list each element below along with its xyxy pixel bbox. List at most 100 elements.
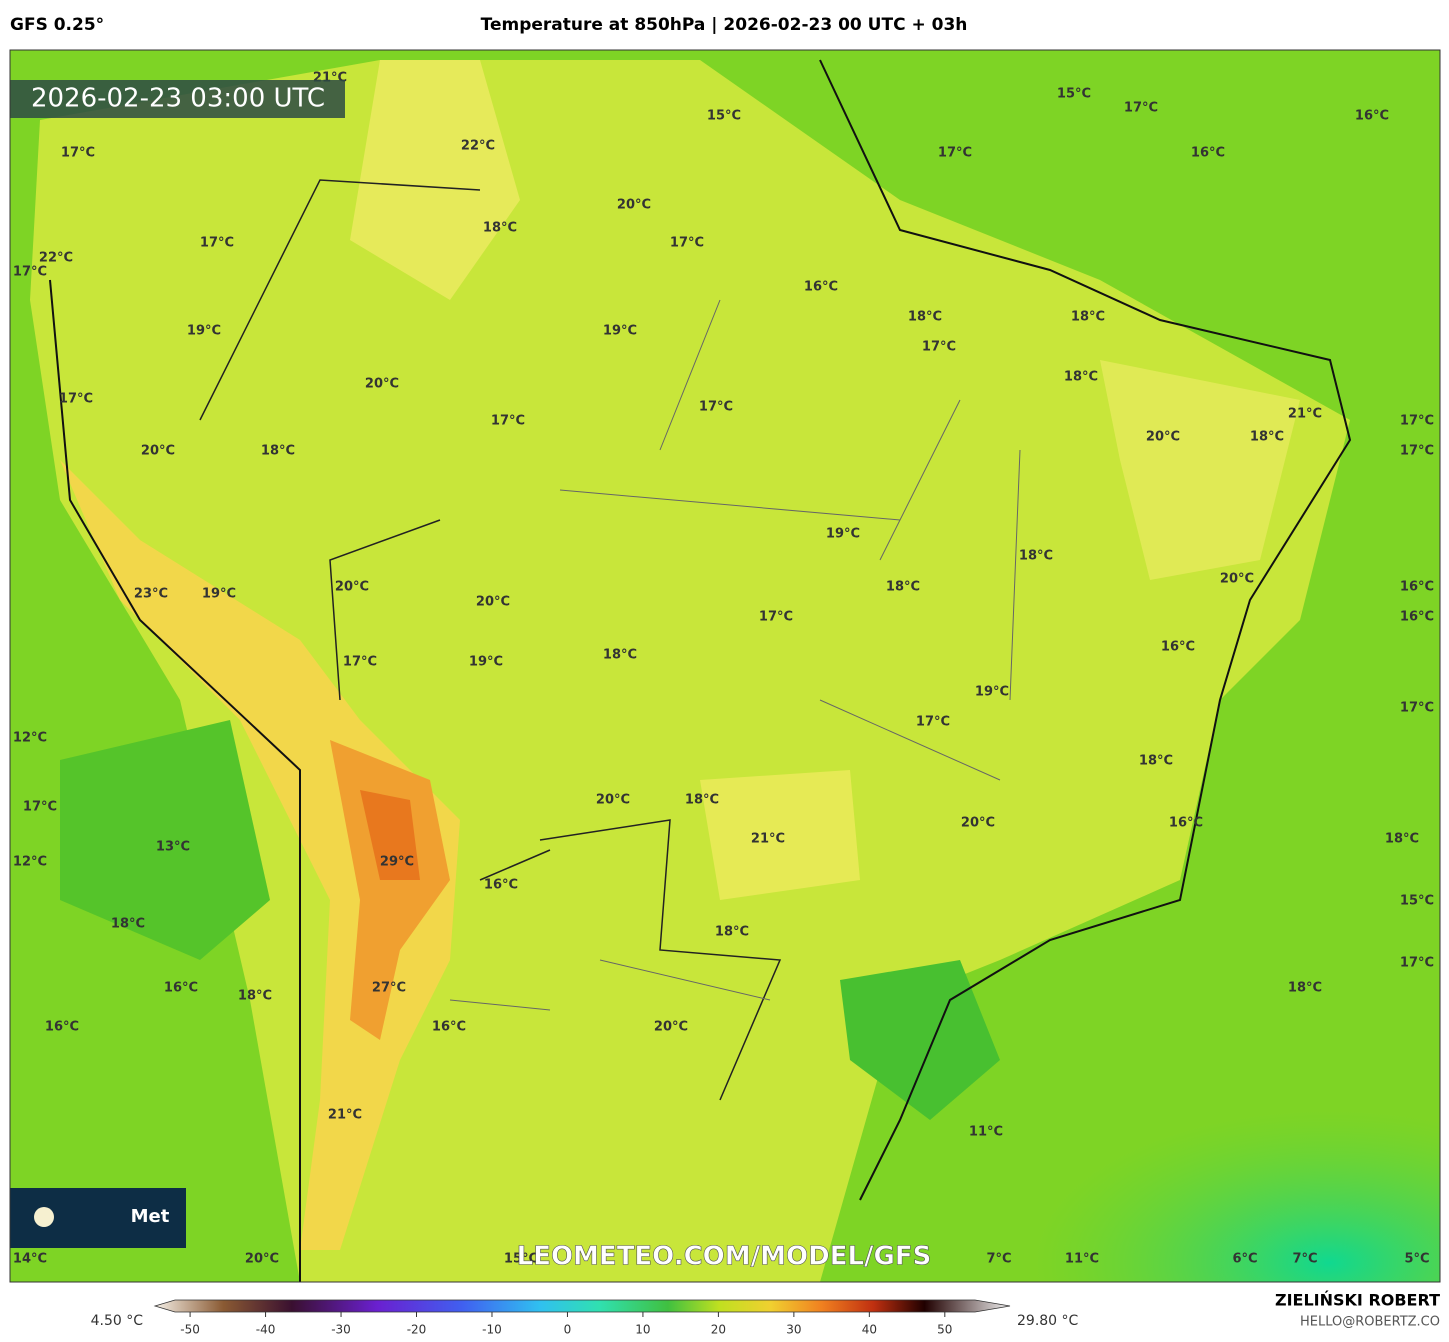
temperature-label: 7°C: [986, 1252, 1011, 1267]
temperature-label: 17°C: [343, 655, 377, 670]
temperature-label: 18°C: [483, 221, 517, 236]
temperature-label: 18°C: [1019, 549, 1053, 564]
colorbar-tick-label: -50: [180, 1323, 200, 1337]
temperature-label: 19°C: [187, 324, 221, 339]
temperature-label: 22°C: [461, 139, 495, 154]
temperature-label: 18°C: [261, 444, 295, 459]
temperature-label: 18°C: [111, 917, 145, 932]
logo-text: Met: [131, 1206, 170, 1227]
temperature-label: 15°C: [1400, 894, 1434, 909]
author: ZIELIŃSKI ROBERT: [1275, 1291, 1440, 1310]
temperature-label: 18°C: [1385, 832, 1419, 847]
temperature-label: 5°C: [1404, 1252, 1429, 1267]
temperature-label: 12°C: [13, 855, 47, 870]
temperature-label: 17°C: [1400, 444, 1434, 459]
temperature-label: 18°C: [1288, 981, 1322, 996]
colorbar-tick-label: 50: [937, 1323, 952, 1337]
watermark: LEOMETEO.COM/MODEL/GFS: [517, 1242, 932, 1272]
colorbar-tick-label: 10: [635, 1323, 650, 1337]
colorbar-tick-label: 40: [862, 1323, 877, 1337]
temperature-label: 17°C: [670, 236, 704, 251]
map: 21°C 22°C 15°C 15°C 17°C 16°C 17°C 17°C 16°C 20°C…: [10, 50, 1440, 1282]
temperature-label: 20°C: [1146, 430, 1180, 445]
colorbar-tick-label: -20: [407, 1323, 427, 1337]
temperature-label: 29°C: [380, 855, 414, 870]
temperature-label: 21°C: [1288, 407, 1322, 422]
temperature-label: 12°C: [13, 731, 47, 746]
temperature-label: 7°C: [1292, 1252, 1317, 1267]
temperature-label: 18°C: [908, 310, 942, 325]
temperature-label: 6°C: [1232, 1252, 1257, 1267]
temperature-label: 23°C: [134, 587, 168, 602]
colorbar-tick-label: 30: [786, 1323, 801, 1337]
temperature-label: 20°C: [245, 1252, 279, 1267]
temperature-label: 16°C: [1400, 580, 1434, 595]
temperature-label: 27°C: [372, 981, 406, 996]
temperature-label: 17°C: [59, 392, 93, 407]
temperature-label: 20°C: [961, 816, 995, 831]
temperature-label: 18°C: [603, 648, 637, 663]
temperature-label: 20°C: [476, 595, 510, 610]
temperature-label: 16°C: [1191, 146, 1225, 161]
temperature-label: 19°C: [469, 655, 503, 670]
temperature-label: 21°C: [751, 832, 785, 847]
temperature-label: 18°C: [685, 793, 719, 808]
temperature-label: 17°C: [13, 265, 47, 280]
temperature-label: 17°C: [916, 715, 950, 730]
temperature-label: 16°C: [45, 1020, 79, 1035]
temperature-label: 17°C: [922, 340, 956, 355]
temperature-label: 16°C: [432, 1020, 466, 1035]
temperature-label: 18°C: [715, 925, 749, 940]
temperature-label: 20°C: [335, 580, 369, 595]
temperature-label: 19°C: [975, 685, 1009, 700]
colorbar-tick-label: -40: [256, 1323, 276, 1337]
temperature-label: 20°C: [141, 444, 175, 459]
temperature-label: 17°C: [1400, 956, 1434, 971]
temperature-label: 16°C: [1161, 640, 1195, 655]
temperature-label: 16°C: [1400, 610, 1434, 625]
temperature-label: 15°C: [707, 109, 741, 124]
temperature-label: 17°C: [938, 146, 972, 161]
temperature-label: 17°C: [1400, 414, 1434, 429]
temperature-label: 17°C: [759, 610, 793, 625]
colorbar-min: 4.50 °C: [91, 1313, 144, 1329]
temperature-label: 11°C: [1065, 1252, 1099, 1267]
temperature-label: 20°C: [654, 1020, 688, 1035]
temperature-label: 16°C: [1169, 816, 1203, 831]
temperature-label: 16°C: [804, 280, 838, 295]
temperature-label: 18°C: [886, 580, 920, 595]
temperature-label: 17°C: [23, 800, 57, 815]
temperature-label: 22°C: [39, 251, 73, 266]
colorbar-max: 29.80 °C: [1017, 1313, 1079, 1329]
temperature-label: 17°C: [1124, 101, 1158, 116]
temperature-label: 19°C: [826, 527, 860, 542]
temperature-label: 16°C: [1355, 109, 1389, 124]
temperature-label: 17°C: [491, 414, 525, 429]
temperature-label: 17°C: [1400, 701, 1434, 716]
model-label: GFS 0.25°: [10, 15, 104, 35]
temperature-label: 19°C: [603, 324, 637, 339]
email: HELLO@ROBERTZ.CO: [1300, 1315, 1440, 1330]
temperature-label: 20°C: [596, 793, 630, 808]
temperature-label: 17°C: [61, 146, 95, 161]
temperature-label: 20°C: [617, 198, 651, 213]
temperature-label: 13°C: [156, 840, 190, 855]
temperature-label: 15°C: [504, 1252, 538, 1267]
temperature-label: 11°C: [969, 1125, 1003, 1140]
temperature-label: 18°C: [1071, 310, 1105, 325]
temperature-label: 15°C: [1057, 87, 1091, 102]
temperature-label: 18°C: [1250, 430, 1284, 445]
temperature-label: 19°C: [202, 587, 236, 602]
temperature-label: 18°C: [1064, 370, 1098, 385]
colorbar-tick-label: 0: [564, 1323, 572, 1337]
temperature-label: 17°C: [699, 400, 733, 415]
temperature-label: 14°C: [13, 1252, 47, 1267]
colorbar: -50 -40 -30 -20 -10 0 10 20 30 40 50: [153, 1299, 1011, 1337]
temperature-label: 16°C: [164, 981, 198, 996]
timestamp: 2026-02-23 03:00 UTC: [31, 84, 325, 114]
colorbar-tick-label: -10: [482, 1323, 502, 1337]
temperature-label: 20°C: [1220, 572, 1254, 587]
colorbar-tick-label: -30: [331, 1323, 351, 1337]
chart-title: Temperature at 850hPa | 2026-02-23 00 UT…: [481, 15, 968, 35]
